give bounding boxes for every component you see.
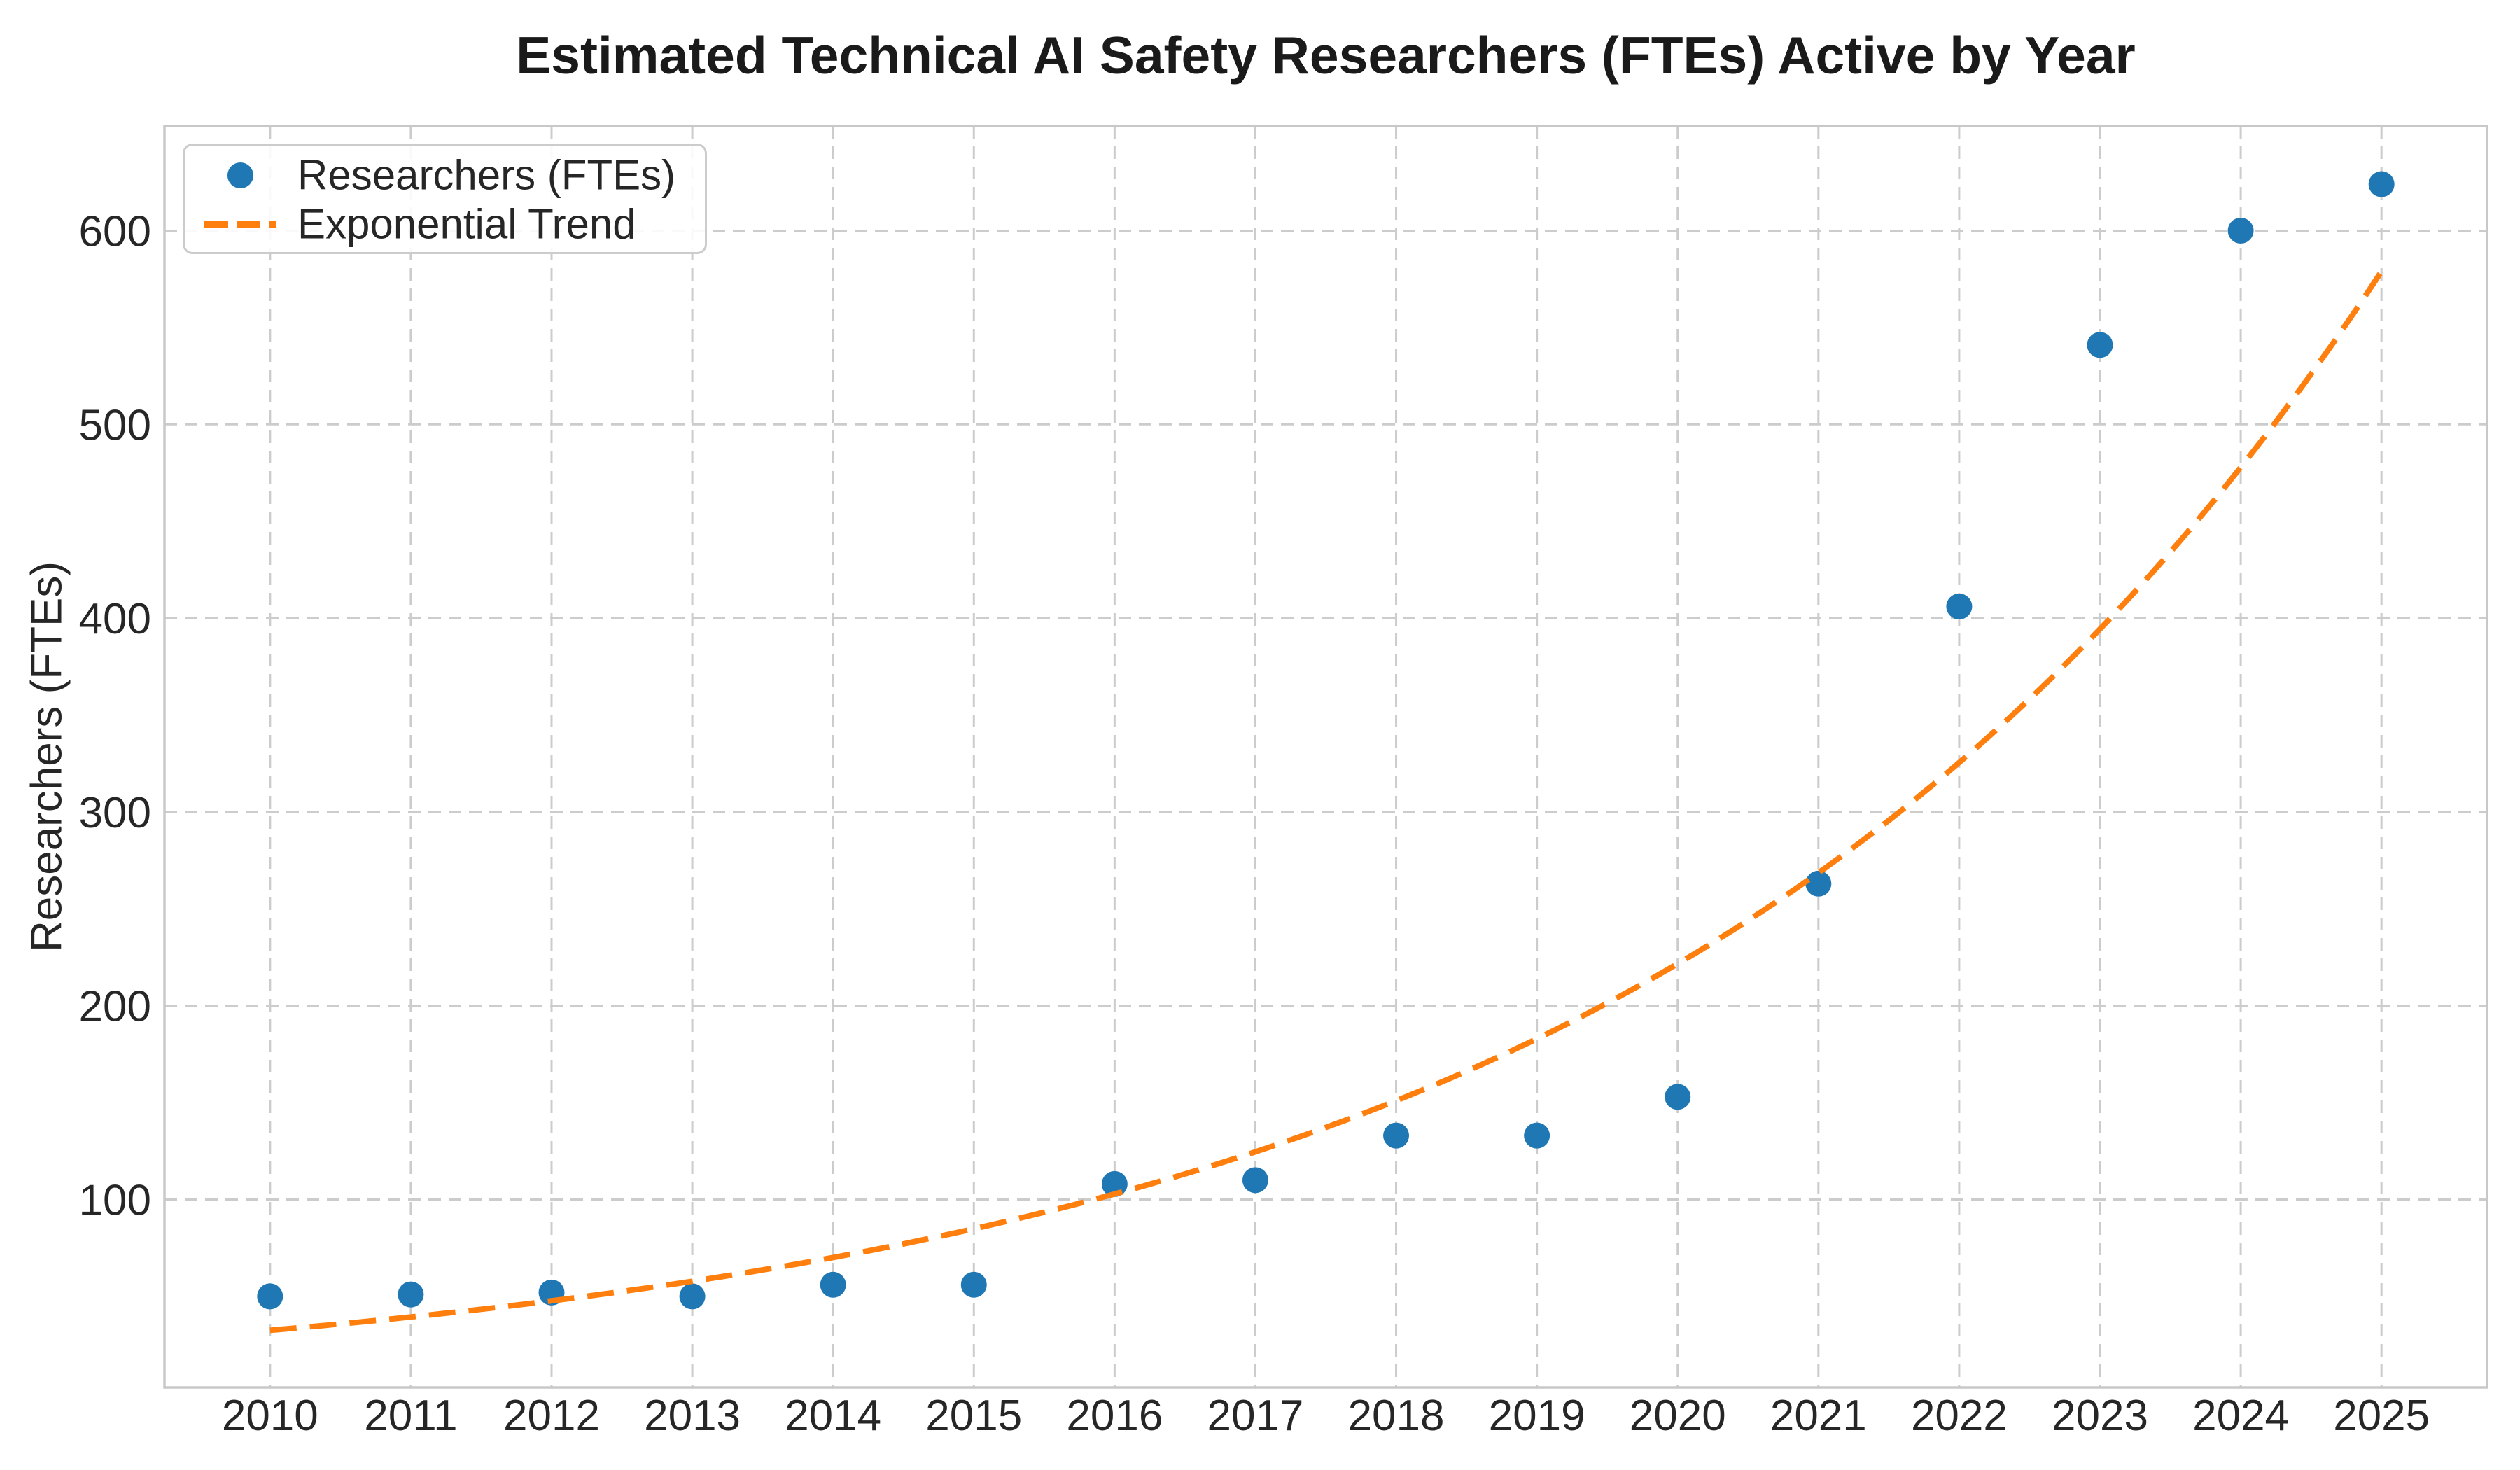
x-tick-label: 2013 — [644, 1392, 741, 1440]
legend-label-researchers: Researchers (FTEs) — [298, 151, 676, 199]
x-tick-label: 2022 — [1911, 1392, 2008, 1440]
y-tick-label: 100 — [79, 1176, 151, 1224]
legend-item-trend: Exponential Trend — [185, 200, 705, 248]
data-point-2013 — [679, 1283, 706, 1310]
y-tick-label: 600 — [79, 207, 151, 255]
legend-label-trend: Exponential Trend — [298, 200, 636, 248]
axes-frame — [163, 125, 2488, 1389]
data-point-2019 — [1524, 1122, 1550, 1149]
x-tick-label: 2017 — [1207, 1392, 1303, 1440]
x-tick-label: 2011 — [364, 1392, 457, 1440]
legend-item-researchers: Researchers (FTEs) — [185, 152, 705, 199]
data-point-2010 — [257, 1283, 284, 1310]
x-tick-label: 2024 — [2192, 1392, 2289, 1440]
data-point-2024 — [2227, 217, 2254, 244]
y-tick-label: 300 — [79, 789, 151, 837]
x-tick-label: 2016 — [1066, 1392, 1163, 1440]
legend-marker-cell — [185, 203, 295, 245]
x-tick-label: 2023 — [2052, 1392, 2148, 1440]
x-tick-label: 2012 — [503, 1392, 600, 1440]
data-point-2018 — [1383, 1122, 1410, 1149]
x-tick-label: 2025 — [2333, 1392, 2430, 1440]
x-tick-label: 2015 — [925, 1392, 1022, 1440]
data-point-2025 — [2368, 171, 2395, 197]
data-point-2011 — [398, 1281, 424, 1308]
data-point-2022 — [1946, 593, 1973, 620]
exponential-trend-line — [270, 270, 2384, 1334]
x-tick-label: 2021 — [1770, 1392, 1867, 1440]
data-point-2021 — [1805, 870, 1832, 897]
data-point-2023 — [2087, 332, 2113, 358]
dashed-line-icon — [204, 220, 276, 227]
y-tick-label: 200 — [79, 983, 151, 1031]
x-tick-label: 2020 — [1630, 1392, 1726, 1440]
data-point-2014 — [820, 1271, 846, 1298]
legend: Researchers (FTEs) Exponential Trend — [183, 144, 707, 254]
x-tick-label: 2018 — [1348, 1392, 1445, 1440]
x-tick-label: 2010 — [222, 1392, 318, 1440]
y-tick-label: 400 — [79, 595, 151, 643]
legend-marker-cell — [185, 154, 295, 196]
y-axis-label: Researchers (FTEs) — [22, 561, 71, 953]
x-tick-label: 2014 — [785, 1392, 881, 1440]
data-point-2017 — [1242, 1167, 1268, 1194]
y-tick-label: 500 — [79, 401, 151, 449]
data-point-2015 — [960, 1271, 987, 1298]
data-point-2020 — [1665, 1084, 1691, 1110]
x-tick-label: 2019 — [1489, 1392, 1586, 1440]
chart-title: Estimated Technical AI Safety Researcher… — [516, 26, 2136, 85]
scatter-dot-icon — [227, 162, 253, 188]
